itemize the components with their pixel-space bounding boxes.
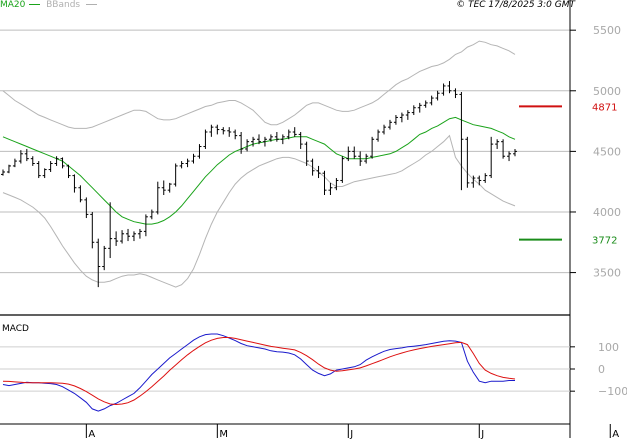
legend-ma20-swatch bbox=[29, 4, 41, 5]
price-tick-label: 4000 bbox=[593, 206, 621, 219]
month-label: A bbox=[88, 429, 95, 440]
macd-tick-label: 100 bbox=[598, 341, 619, 354]
macd-title: MACD bbox=[2, 324, 29, 334]
timestamp: © TEC 17/8/2025 3:0 GMT bbox=[456, 0, 575, 10]
month-label: J bbox=[349, 429, 353, 440]
macd-signal-line bbox=[2, 337, 516, 406]
macd-line bbox=[2, 333, 515, 412]
legend-bbands-label: BBands bbox=[46, 0, 81, 10]
legend-ma20-label: MA20 bbox=[0, 0, 26, 10]
month-label: J bbox=[480, 429, 484, 440]
macd-tick-label: −100 bbox=[598, 385, 627, 398]
bollinger-upper-line bbox=[2, 40, 516, 129]
bollinger-lower-line bbox=[2, 134, 516, 288]
month-label: M bbox=[219, 429, 228, 440]
price-tick-label: 4500 bbox=[593, 145, 621, 158]
price-tick-label: 5500 bbox=[593, 24, 621, 37]
price-tick-label: 3500 bbox=[593, 267, 621, 280]
month-label: A bbox=[612, 429, 619, 440]
legend-bbands-swatch bbox=[85, 4, 97, 5]
ma20-line bbox=[2, 116, 516, 225]
price-tick-label: 5000 bbox=[593, 85, 621, 98]
resistance-label: 4871 bbox=[592, 102, 617, 113]
macd-tick-label: 0 bbox=[598, 363, 605, 376]
support-label: 3772 bbox=[592, 236, 617, 247]
chart-legend: MA20 BBands bbox=[0, 0, 97, 10]
